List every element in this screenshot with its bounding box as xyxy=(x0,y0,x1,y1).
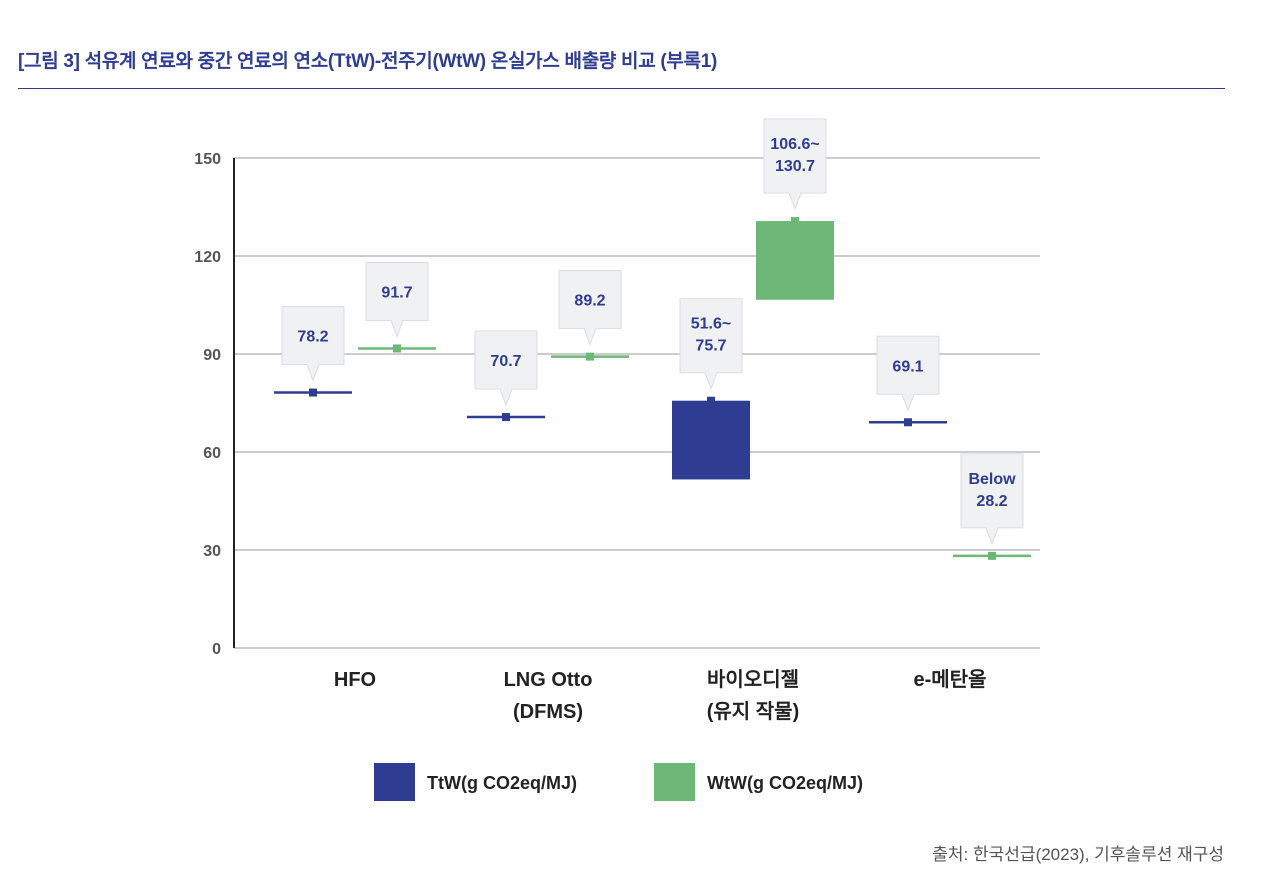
data-label: 28.2 xyxy=(976,493,1007,510)
y-tick-label: 30 xyxy=(203,543,221,560)
bar-wtw xyxy=(756,221,834,300)
title-divider xyxy=(18,88,1225,89)
value-callout xyxy=(558,270,622,347)
legend-label: TtW(g CO2eq/MJ) xyxy=(427,773,577,793)
data-point-marker xyxy=(502,413,510,422)
data-point-marker xyxy=(904,418,912,427)
value-callout xyxy=(474,330,538,407)
x-category-label: (DFMS) xyxy=(513,701,583,723)
data-label: 130.7 xyxy=(775,158,815,175)
value-callout xyxy=(281,306,345,382)
data-label: 51.6~ xyxy=(691,316,731,333)
y-tick-label: 60 xyxy=(203,445,221,462)
x-category-label: LNG Otto xyxy=(504,669,593,691)
data-label: 69.1 xyxy=(892,358,923,375)
data-point-marker xyxy=(586,352,594,361)
data-point-marker xyxy=(309,388,317,397)
value-callout xyxy=(763,118,827,211)
x-category-label: HFO xyxy=(334,669,376,691)
data-label: 75.7 xyxy=(695,338,726,355)
x-category-label: 바이오디젤 xyxy=(707,668,799,691)
value-callout xyxy=(960,453,1024,546)
x-category-label: (유지 작물) xyxy=(707,700,799,723)
x-category-label: e-메탄올 xyxy=(914,668,987,691)
data-point-marker xyxy=(393,344,401,353)
bar-ttw xyxy=(672,400,750,480)
y-tick-label: 90 xyxy=(203,347,221,364)
data-point-marker xyxy=(791,217,799,226)
data-point-marker xyxy=(707,396,715,405)
source-note: 출처: 한국선급(2023), 기후솔루션 재구성 xyxy=(932,845,1224,864)
data-label: 106.6~ xyxy=(770,136,819,153)
data-label: 89.2 xyxy=(574,293,605,310)
y-tick-label: 0 xyxy=(212,641,221,658)
data-label: 78.2 xyxy=(297,329,328,346)
page-title: [그림 3] 석유계 연료와 중간 연료의 연소(TtW)-전주기(WtW) 온… xyxy=(18,51,718,72)
legend-label: WtW(g CO2eq/MJ) xyxy=(707,773,863,793)
legend-swatch-ttw xyxy=(374,763,415,801)
value-callout xyxy=(679,298,743,391)
value-callout xyxy=(876,335,940,412)
y-tick-label: 150 xyxy=(194,151,221,168)
data-label: Below xyxy=(968,471,1016,488)
y-tick-label: 120 xyxy=(194,249,221,266)
value-callout xyxy=(365,261,429,338)
data-label: 91.7 xyxy=(381,284,412,301)
data-point-marker xyxy=(988,551,996,560)
legend-swatch-wtw xyxy=(654,763,695,801)
data-label: 70.7 xyxy=(490,353,521,370)
